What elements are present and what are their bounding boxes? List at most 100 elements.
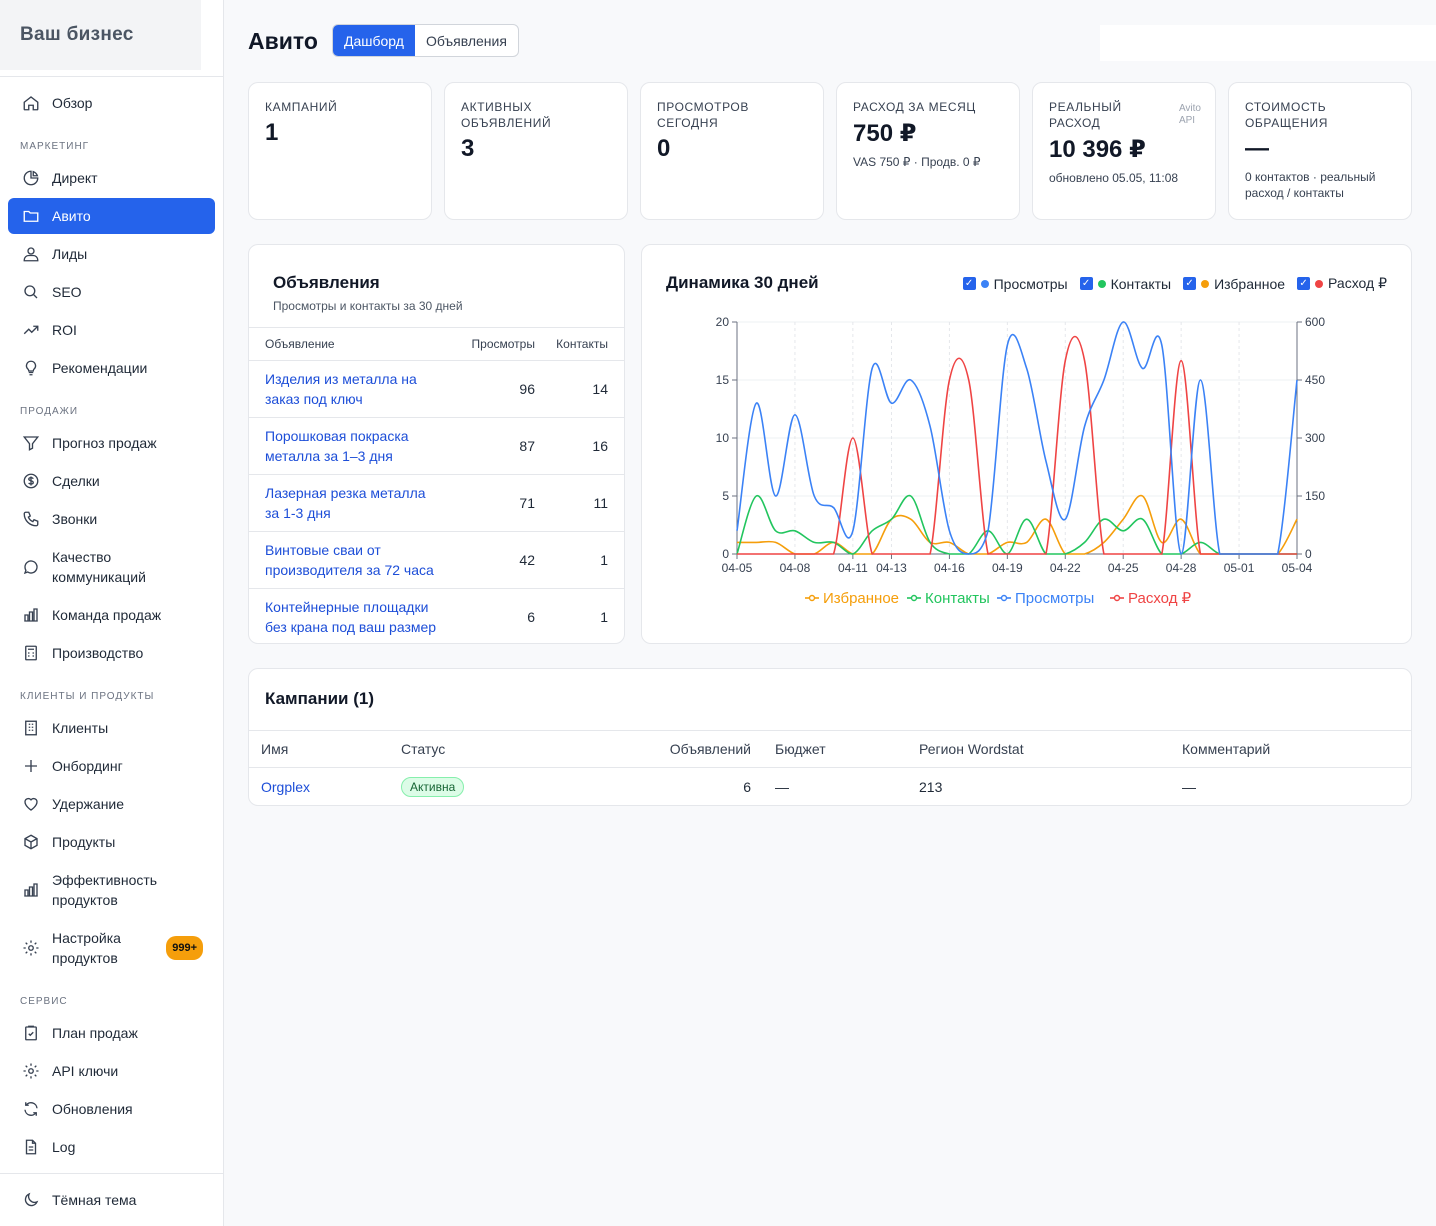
sidebar-item-api-keys[interactable]: API ключи (8, 1060, 215, 1082)
funnel-icon (22, 436, 40, 451)
sidebar-item-label: Авито (52, 208, 91, 224)
series-line-spend (737, 335, 1297, 555)
listing-link[interactable]: Порошковая покраска металла за 1–3 дня (265, 428, 409, 464)
table-row: Orgplex Активна 6 — 213 — (249, 768, 1411, 806)
campaign-region-cell: 213 (919, 778, 943, 795)
sidebar-item-production[interactable]: Производство (8, 642, 215, 664)
x-tick-label: 04-16 (934, 561, 965, 575)
legend-marker-icon (1000, 594, 1008, 602)
campaigns-table: Имя Статус Объявлений Бюджет Регион Word… (249, 730, 1411, 806)
sidebar-item-recommendations[interactable]: Рекомендации (8, 357, 215, 379)
sidebar-item-communication-quality[interactable]: Качество коммуникаций (8, 546, 215, 588)
theme-toggle[interactable]: Тёмная тема (8, 1189, 215, 1211)
tab-listings[interactable]: Объявления (425, 32, 507, 49)
series-line-contacts (736, 494, 1297, 555)
sidebar-item-label: Настройка продуктов (52, 928, 121, 968)
tab-dashboard[interactable]: Дашборд (333, 25, 415, 56)
listing-link[interactable]: Лазерная резка металла за 1-3 дня (265, 485, 426, 521)
checkbox-checked-icon[interactable]: ✓ (962, 277, 976, 290)
section-sales: ПРОДАЖИ (20, 406, 79, 417)
kpi-subtext: обновлено 05.05, 11:08 (1049, 171, 1179, 185)
sidebar-item-label: Рекомендации (52, 360, 148, 376)
listing-name-cell: Порошковая покраска металла за 1–3 дня (249, 417, 462, 475)
sidebar-item-label: ROI (52, 322, 77, 338)
series-dot-icon (1315, 279, 1324, 288)
sidebar-item-seo[interactable]: SEO (8, 281, 215, 303)
toggle-spend[interactable]: ✓ Расход ₽ (1297, 275, 1387, 292)
checkbox-checked-icon[interactable]: ✓ (1079, 277, 1093, 290)
sidebar-item-products[interactable]: Продукты (8, 831, 215, 853)
campaign-link[interactable]: Orgplex (261, 778, 311, 795)
legend-label: Просмотры (1015, 590, 1094, 607)
sidebar-item-onboarding[interactable]: Онбординг (8, 755, 215, 777)
sidebar-divider (0, 1173, 223, 1174)
sidebar-item-label: Клиенты (52, 720, 109, 736)
sidebar-item-sales-plan[interactable]: План продаж (8, 1022, 215, 1044)
y-right-tick-label: 0 (1305, 547, 1312, 561)
sidebar-item-deals[interactable]: Сделки (8, 470, 215, 492)
link-line-1: Контейнерные площадки (265, 599, 429, 616)
toggle-views[interactable]: ✓ Просмотры (962, 276, 1068, 292)
campaign-budget-cell: — (775, 778, 789, 795)
label-line-1: Качество (52, 549, 112, 565)
chart-series-toggles: ✓ Просмотры ✓ Контакты ✓ Избранное ✓ Расход … (962, 275, 1387, 292)
campaign-name-cell: Orgplex (249, 768, 389, 806)
sidebar-item-retention[interactable]: Удержание (8, 793, 215, 815)
brand-logo[interactable]: Ваш бизнес (0, 0, 201, 70)
sidebar-item-overview[interactable]: Обзор (8, 92, 215, 114)
listing-link[interactable]: Винтовые сваи от производителя за 72 часа (265, 542, 434, 578)
page-title: Авито (248, 28, 318, 54)
sidebar-item-leads[interactable]: Лиды (8, 243, 215, 265)
toggle-favorites[interactable]: ✓ Избранное (1183, 276, 1285, 292)
link-line-2: металла за 1–3 дня (265, 448, 393, 464)
sidebar-item-label: План продаж (52, 1025, 138, 1041)
bar-chart-icon (24, 608, 38, 622)
col-status: Статус (389, 730, 623, 768)
sidebar-item-product-settings[interactable]: Настройка продуктов 999+ (8, 927, 215, 969)
sidebar-item-label: Эффективность продуктов (52, 870, 157, 910)
sidebar-item-sales-team[interactable]: Команда продаж (8, 604, 215, 626)
contacts-cell: 14 (546, 360, 624, 418)
sidebar-item-label: Звонки (52, 511, 98, 527)
checkbox-checked-icon[interactable]: ✓ (1183, 277, 1197, 290)
toggle-label: Расход ₽ (1328, 275, 1387, 291)
dollar-icon (23, 473, 39, 489)
series-line-views (736, 321, 1298, 555)
y-left-tick-label: 20 (716, 315, 730, 329)
kpi-value: — (1245, 135, 1269, 162)
theme-toggle-label: Тёмная тема (52, 1192, 137, 1208)
listing-link[interactable]: Изделия из металла на заказ под ключ (265, 371, 417, 407)
y-right-tick-label: 300 (1305, 431, 1325, 445)
sidebar-item-calls[interactable]: Звонки (8, 508, 215, 530)
sidebar-item-forecast[interactable]: Прогноз продаж (8, 432, 215, 454)
phone-icon (23, 511, 39, 527)
table-row: Винтовые сваи от производителя за 72 часа… (249, 531, 624, 589)
sidebar-item-avito[interactable]: Авито (8, 198, 215, 234)
y-left-tick-label: 5 (722, 489, 729, 503)
trend-up-icon (23, 325, 39, 335)
section-clients-products: КЛИЕНТЫ И ПРОДУКТЫ (20, 691, 155, 702)
x-tick-label: 04-25 (1108, 561, 1139, 575)
contacts-cell: 1 (546, 531, 624, 589)
legend-marker-icon (910, 594, 918, 602)
listing-link[interactable]: Контейнерные площадки без крана под ваш р… (265, 599, 436, 635)
sidebar-item-updates[interactable]: Обновления (8, 1098, 215, 1120)
toggle-contacts[interactable]: ✓ Контакты (1079, 276, 1171, 292)
sidebar-item-direct[interactable]: Директ (8, 167, 215, 189)
sidebar-item-product-efficiency[interactable]: Эффективность продуктов (8, 869, 215, 911)
table-header-row: Объявление Просмотры Контакты (249, 327, 624, 361)
link-line-1: Изделия из металла на (265, 371, 417, 387)
sidebar-item-label: Сделки (52, 473, 100, 489)
toggle-label: Избранное (1214, 275, 1286, 292)
sidebar-item-clients[interactable]: Клиенты (8, 717, 215, 739)
sidebar-item-roi[interactable]: ROI (8, 319, 215, 341)
kpi-value: 1 (265, 119, 279, 146)
checkbox-checked-icon[interactable]: ✓ (1297, 277, 1311, 290)
sidebar-item-log[interactable]: Log (8, 1136, 215, 1158)
kpi-label: АКТИВНЫХ ОБЪЯВЛЕНИЙ (461, 100, 552, 130)
col-name: Имя (249, 730, 389, 768)
campaign-comment-cell: — (1182, 778, 1196, 795)
y-left-tick-label: 0 (722, 547, 729, 561)
col-listing: Объявление (249, 327, 462, 361)
kpi-value: 10 396 ₽ (1049, 136, 1146, 163)
